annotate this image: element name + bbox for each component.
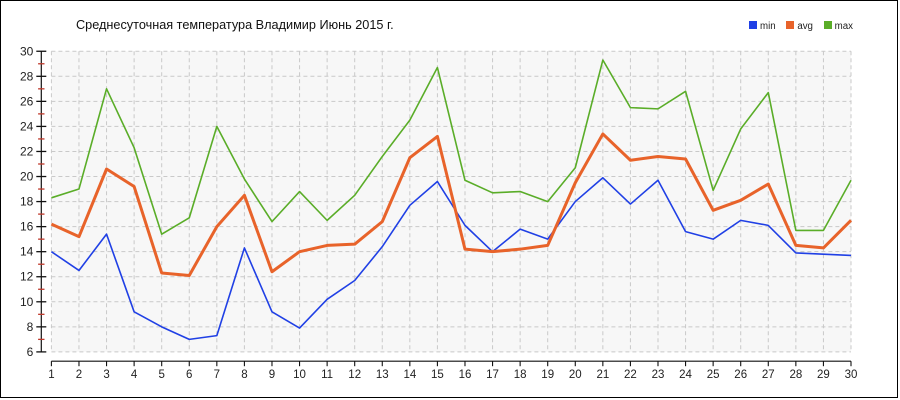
- svg-text:10: 10: [293, 369, 306, 381]
- svg-text:28: 28: [789, 369, 802, 381]
- svg-text:5: 5: [158, 369, 164, 381]
- svg-text:15: 15: [431, 369, 444, 381]
- svg-text:8: 8: [241, 369, 247, 381]
- svg-text:13: 13: [376, 369, 389, 381]
- svg-text:16: 16: [20, 220, 34, 234]
- svg-text:27: 27: [762, 369, 775, 381]
- svg-text:18: 18: [20, 195, 34, 209]
- svg-text:19: 19: [541, 369, 554, 381]
- svg-text:12: 12: [20, 270, 34, 284]
- svg-text:17: 17: [486, 369, 499, 381]
- svg-text:20: 20: [20, 170, 34, 184]
- svg-text:16: 16: [459, 369, 472, 381]
- svg-text:7: 7: [214, 369, 220, 381]
- svg-text:2: 2: [76, 369, 82, 381]
- svg-text:29: 29: [817, 369, 830, 381]
- svg-text:14: 14: [20, 245, 34, 259]
- svg-text:30: 30: [845, 369, 858, 381]
- svg-text:11: 11: [321, 369, 333, 381]
- svg-text:26: 26: [734, 369, 747, 381]
- svg-text:14: 14: [403, 369, 416, 381]
- svg-text:25: 25: [707, 369, 720, 381]
- svg-text:28: 28: [20, 69, 34, 83]
- svg-text:9: 9: [269, 369, 275, 381]
- svg-text:24: 24: [20, 119, 34, 133]
- svg-text:20: 20: [569, 369, 582, 381]
- svg-text:4: 4: [131, 369, 138, 381]
- svg-text:18: 18: [514, 369, 527, 381]
- svg-text:26: 26: [20, 94, 34, 108]
- svg-text:24: 24: [679, 369, 692, 381]
- svg-text:22: 22: [20, 144, 34, 158]
- svg-text:22: 22: [624, 369, 637, 381]
- svg-text:12: 12: [348, 369, 361, 381]
- svg-text:21: 21: [596, 369, 609, 381]
- svg-text:23: 23: [652, 369, 665, 381]
- svg-text:6: 6: [186, 369, 192, 381]
- svg-text:30: 30: [20, 44, 34, 58]
- svg-text:6: 6: [27, 345, 34, 359]
- svg-text:1: 1: [48, 369, 54, 381]
- svg-text:8: 8: [27, 320, 34, 334]
- svg-text:3: 3: [103, 369, 109, 381]
- svg-text:10: 10: [20, 295, 34, 309]
